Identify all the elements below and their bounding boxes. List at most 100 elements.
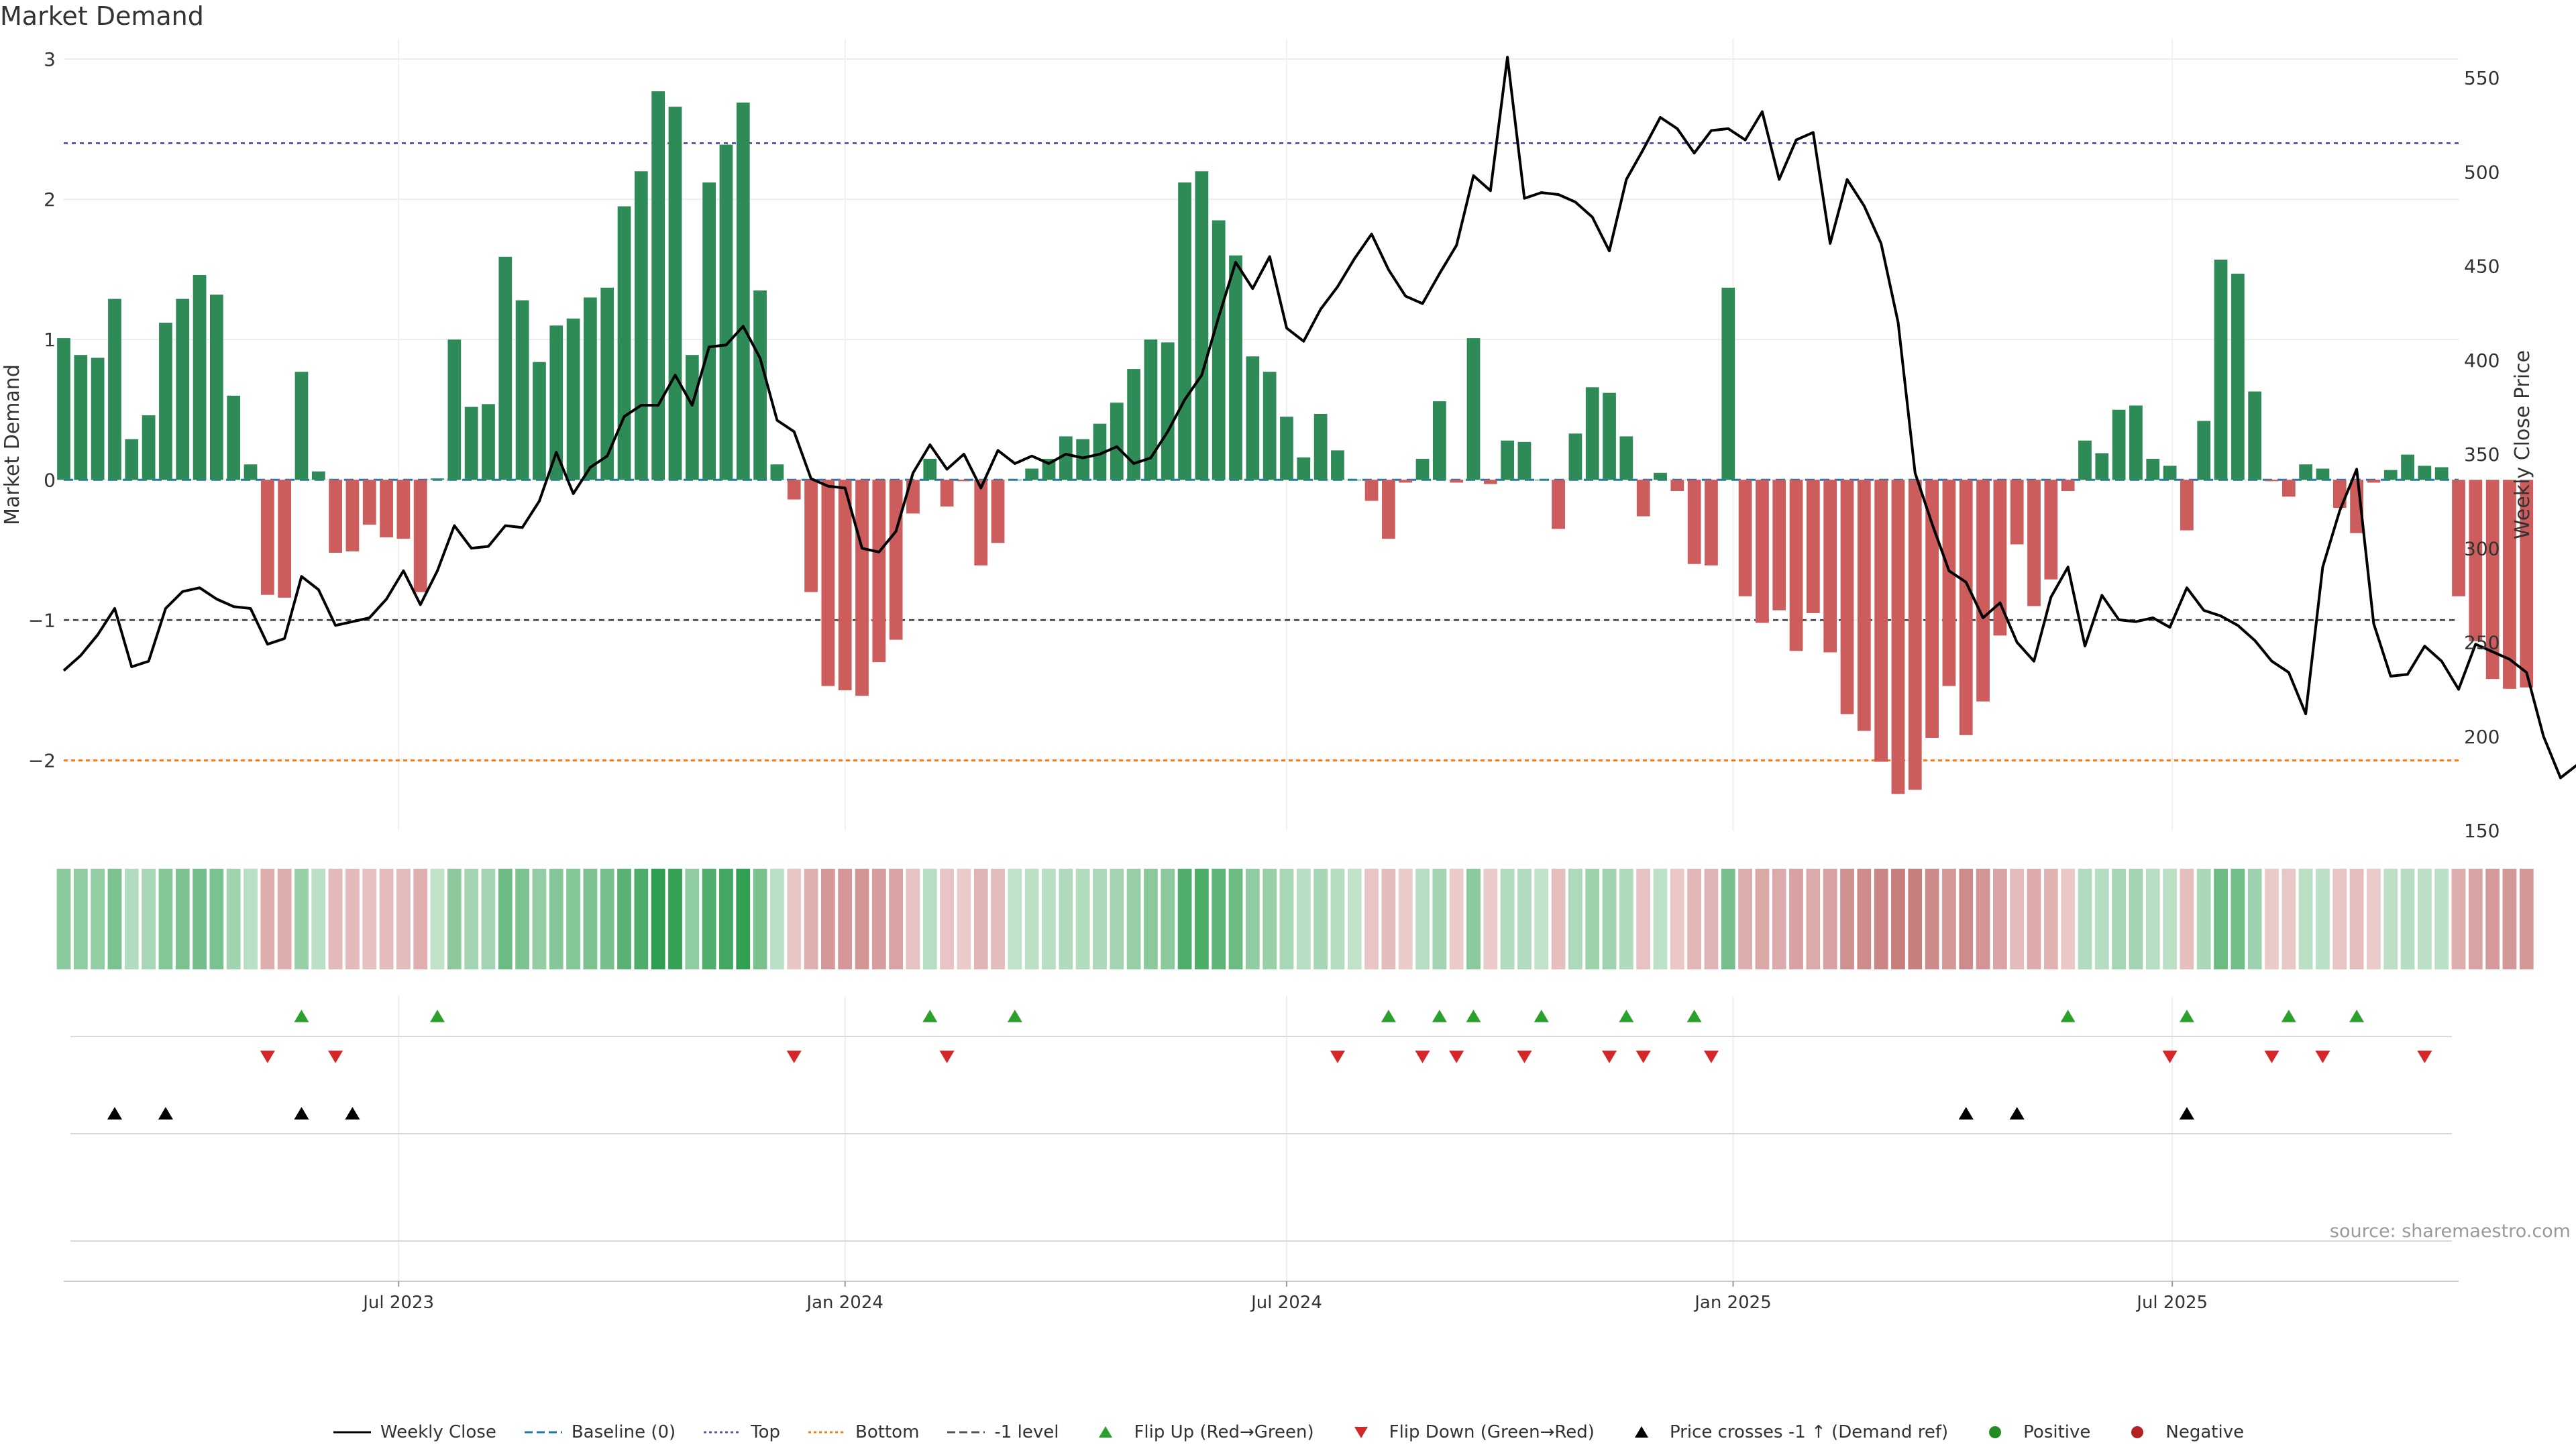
flip-up-marker	[2349, 1010, 2365, 1022]
legend-swatch	[1354, 1427, 1368, 1438]
price-cross-marker	[1958, 1107, 1974, 1120]
demand-bar	[1501, 440, 1515, 480]
demand-bar	[2418, 466, 2432, 480]
legend-item: Price crosses -1 ↑ (Demand ref)	[1621, 1422, 1948, 1442]
demand-bar	[1705, 480, 1718, 566]
demand-bar	[1568, 433, 1582, 480]
demand-bar	[1654, 472, 1667, 480]
demand-tile	[481, 869, 496, 969]
demand-bar	[311, 471, 325, 480]
demand-bar	[176, 299, 190, 480]
legend-item: Baseline (0)	[523, 1422, 676, 1442]
x-tick-label: Jan 2024	[805, 1293, 883, 1313]
legend-item: Bottom	[807, 1422, 919, 1442]
flip-down-marker	[2162, 1051, 2178, 1063]
demand-tile	[209, 869, 224, 969]
demand-tile	[1789, 869, 1803, 969]
demand-bar	[1738, 480, 1752, 596]
flip-up-marker	[2060, 1010, 2076, 1022]
demand-tile	[1432, 869, 1447, 969]
chart-title: Market Demand	[0, 1, 204, 31]
flip-up-marker	[1686, 1010, 1702, 1022]
demand-tile	[2247, 869, 2262, 969]
demand-bar	[362, 480, 376, 525]
legend-swatch	[704, 1431, 742, 1434]
demand-tile	[362, 869, 377, 969]
demand-bar	[668, 107, 682, 480]
demand-tile	[260, 869, 275, 969]
y-tick-label: 3	[44, 48, 56, 70]
demand-tile	[820, 869, 835, 969]
demand-tile	[651, 869, 665, 969]
legend-label: Top	[751, 1422, 781, 1442]
demand-bar	[209, 294, 223, 480]
demand-tile-row	[56, 869, 2534, 969]
legend-swatch	[333, 1431, 371, 1434]
demand-tile	[1228, 869, 1243, 969]
demand-bar	[1178, 182, 1191, 480]
demand-bar	[634, 171, 648, 480]
flip-up-marker	[430, 1010, 445, 1022]
demand-bar	[1415, 458, 1430, 480]
demand-bar	[2197, 421, 2211, 480]
legend-item: Flip Down (Green→Red)	[1341, 1422, 1595, 1442]
y2-tick-label: 400	[2464, 350, 2500, 372]
demand-tile	[991, 869, 1005, 969]
demand-tile	[1500, 869, 1515, 969]
demand-bar	[719, 144, 733, 480]
demand-bar	[1144, 339, 1158, 480]
demand-bar	[584, 297, 597, 480]
demand-bar	[1466, 338, 1481, 480]
demand-bar	[2214, 260, 2228, 480]
demand-tile	[244, 869, 258, 969]
demand-tile	[1126, 869, 1141, 969]
demand-bar	[1331, 450, 1344, 480]
y2-tick-label: 350	[2464, 443, 2500, 466]
demand-tile	[973, 869, 988, 969]
demand-tile	[922, 869, 937, 969]
demand-bar	[2383, 470, 2398, 480]
flip-up-marker	[922, 1010, 938, 1022]
demand-bar	[855, 480, 869, 696]
axes: −2 −1 0 1 2 3 150 200 250 300 350 400 450 500 550 Marke…	[1, 48, 2534, 1313]
demand-bar	[1364, 480, 1379, 501]
flip-down-marker	[1703, 1051, 1719, 1063]
demand-bar	[991, 480, 1005, 543]
demand-tile	[107, 869, 122, 969]
legend-item: -1 level	[946, 1422, 1059, 1442]
demand-bar	[2469, 480, 2483, 641]
legend-label: Bottom	[855, 1422, 920, 1442]
demand-bar	[2282, 480, 2296, 497]
demand-tile	[1466, 869, 1481, 969]
demand-tile	[1415, 869, 1430, 969]
demand-bar	[57, 338, 70, 480]
demand-bar	[617, 206, 631, 480]
demand-tile	[1279, 869, 1294, 969]
legend-label: Flip Down (Green→Red)	[1389, 1422, 1595, 1442]
demand-tile	[1942, 869, 1956, 969]
legend-swatch	[947, 1431, 985, 1434]
demand-bar	[872, 480, 886, 663]
demand-bar	[651, 91, 665, 480]
demand-tile	[566, 869, 580, 969]
demand-bar	[2180, 480, 2194, 531]
demand-tile	[583, 869, 598, 969]
demand-bar	[753, 290, 767, 480]
demand-bar	[787, 480, 801, 500]
reference-lines	[64, 142, 2459, 761]
demand-tile	[1687, 869, 1702, 969]
demand-bar	[431, 478, 444, 480]
demand-tile	[226, 869, 241, 969]
demand-tile	[2451, 869, 2466, 969]
demand-bar	[600, 287, 614, 480]
demand-tile	[311, 869, 326, 969]
demand-bar	[1263, 372, 1277, 480]
demand-bar	[108, 299, 121, 480]
demand-tile	[56, 869, 71, 969]
demand-bars	[57, 91, 2534, 794]
flip-up-marker	[1432, 1010, 1447, 1022]
demand-tile	[2332, 869, 2347, 969]
demand-tile	[1212, 869, 1226, 969]
demand-bar	[2231, 273, 2245, 480]
